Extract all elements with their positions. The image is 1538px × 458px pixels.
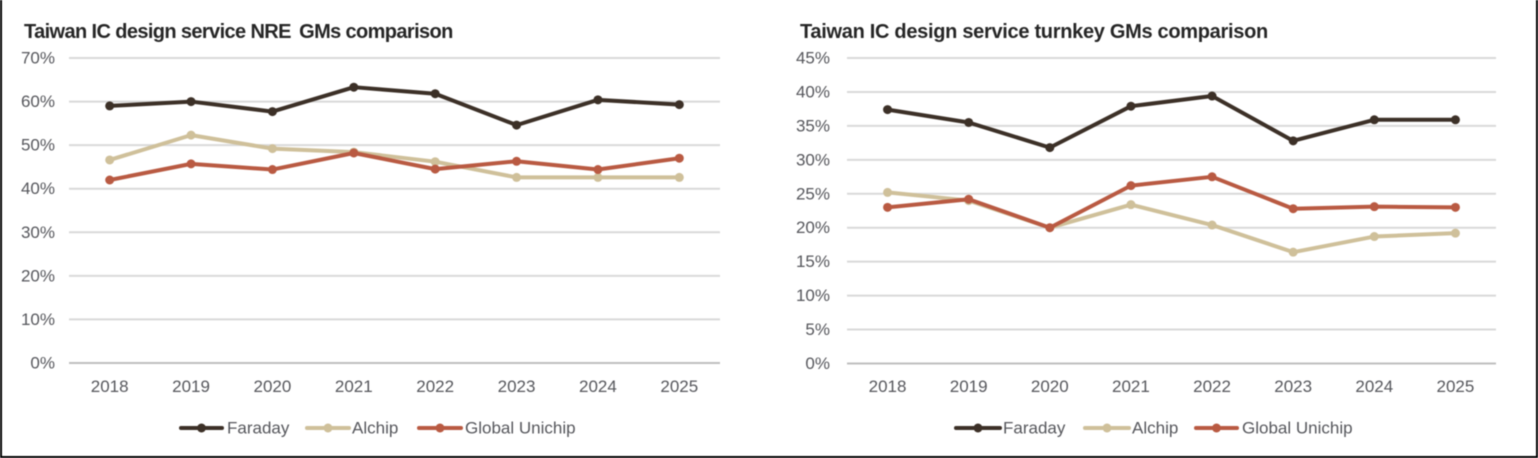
svg-text:2021: 2021: [1112, 377, 1150, 396]
svg-text:2022: 2022: [1193, 377, 1231, 396]
svg-text:Faraday: Faraday: [1003, 419, 1066, 438]
svg-text:2023: 2023: [1274, 377, 1312, 396]
svg-text:40%: 40%: [796, 82, 830, 101]
svg-text:25%: 25%: [796, 184, 830, 203]
svg-text:Taiwan IC design service turnk: Taiwan IC design service turnkey GMs com…: [800, 21, 1268, 43]
svg-text:2025: 2025: [1437, 377, 1475, 396]
svg-text:10%: 10%: [21, 310, 55, 329]
svg-text:Alchip: Alchip: [1132, 419, 1178, 438]
svg-text:2020: 2020: [1031, 377, 1069, 396]
svg-text:70%: 70%: [21, 49, 55, 68]
svg-text:20%: 20%: [21, 266, 55, 285]
svg-text:Faraday: Faraday: [227, 419, 290, 438]
svg-text:Global Unichip: Global Unichip: [1242, 419, 1353, 438]
svg-text:2018: 2018: [869, 377, 907, 396]
svg-text:50%: 50%: [21, 136, 55, 155]
svg-text:0%: 0%: [805, 354, 830, 373]
svg-text:10%: 10%: [796, 286, 830, 305]
svg-text:2024: 2024: [579, 377, 617, 396]
svg-text:45%: 45%: [796, 49, 830, 68]
svg-text:Global Unichip: Global Unichip: [465, 419, 576, 438]
svg-text:5%: 5%: [805, 320, 830, 339]
svg-text:30%: 30%: [21, 223, 55, 242]
svg-text:Taiwan IC design service NRE: Taiwan IC design service NRE GMs compari…: [24, 21, 453, 43]
svg-text:15%: 15%: [796, 252, 830, 271]
svg-text:40%: 40%: [21, 179, 55, 198]
svg-text:20%: 20%: [796, 218, 830, 237]
svg-text:2025: 2025: [660, 377, 698, 396]
svg-text:0%: 0%: [30, 354, 55, 373]
svg-text:2021: 2021: [335, 377, 373, 396]
svg-text:2018: 2018: [91, 377, 129, 396]
svg-text:60%: 60%: [21, 92, 55, 111]
svg-text:2020: 2020: [254, 377, 292, 396]
svg-text:2019: 2019: [950, 377, 988, 396]
svg-text:2023: 2023: [498, 377, 536, 396]
svg-text:30%: 30%: [796, 150, 830, 169]
svg-text:2024: 2024: [1355, 377, 1393, 396]
svg-text:2022: 2022: [416, 377, 454, 396]
svg-text:Alchip: Alchip: [352, 419, 398, 438]
svg-text:2019: 2019: [172, 377, 210, 396]
svg-text:35%: 35%: [796, 116, 830, 135]
